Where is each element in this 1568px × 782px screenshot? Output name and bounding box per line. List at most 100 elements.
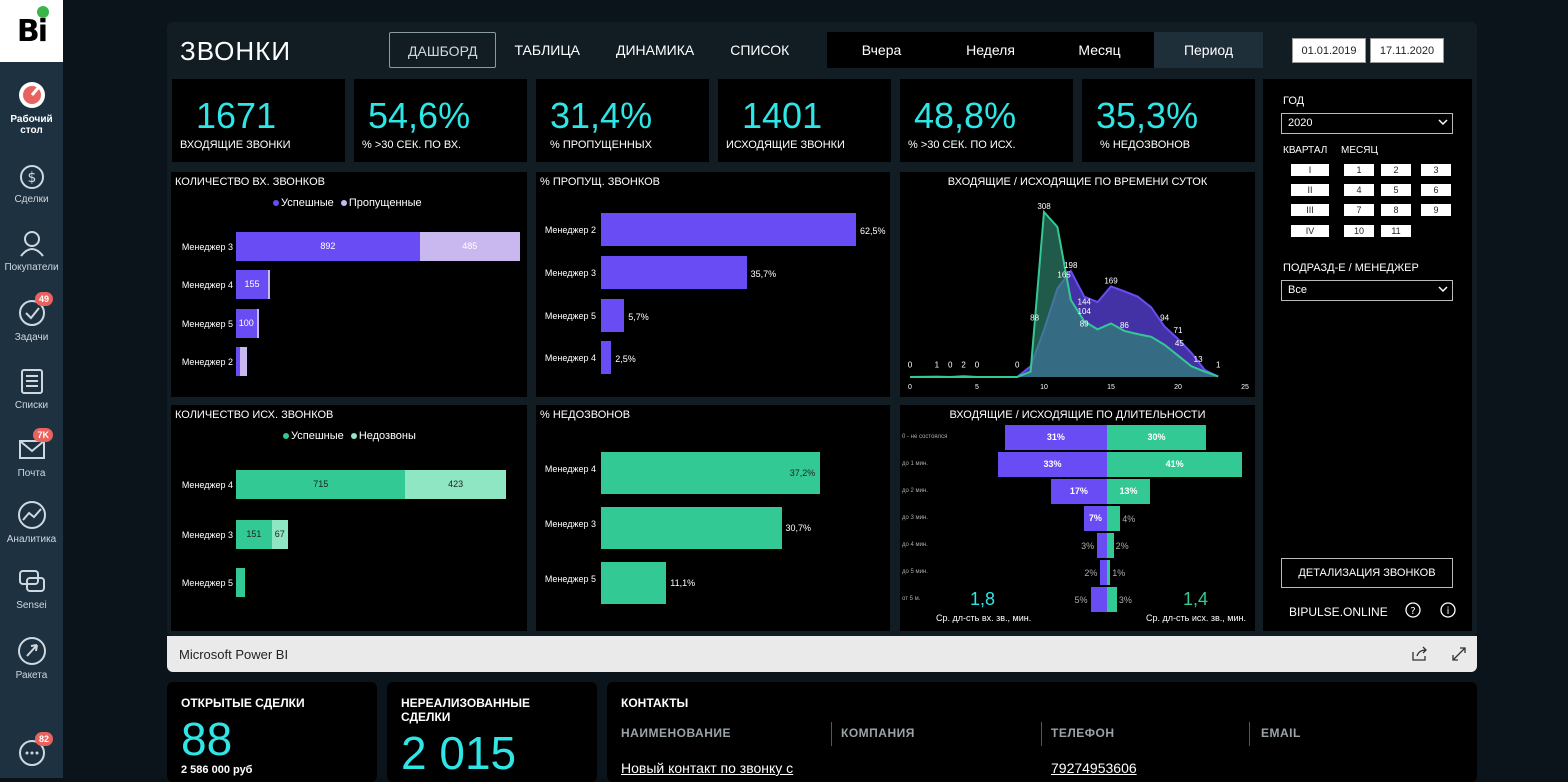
tab-table[interactable]: ТАБЛИЦА [514,42,581,58]
row-label: Менеджер 2 [544,225,596,235]
tasks-badge: 49 [34,292,53,306]
sidebar-item-customers[interactable]: Покупатели [0,228,63,273]
data-label: 1 [1216,361,1221,370]
info-icon[interactable]: i [1440,602,1456,618]
column-header-email[interactable]: EMAIL [1261,726,1301,740]
month-button[interactable]: 9 [1421,204,1451,216]
data-label: 198 [1064,261,1078,270]
sidebar-item-deals[interactable]: $ Сделки [0,160,63,205]
contacts-card: КОНТАКТЫ НАИМЕНОВАНИЕ КОМПАНИЯ ТЕЛЕФОН E… [607,682,1477,782]
column-header-name[interactable]: НАИМЕНОВАНИЕ [621,726,731,740]
unrealized-deals-value: 2 015 [401,727,517,779]
row-label: Менеджер 4 [544,353,596,363]
sidebar-item-analytics[interactable]: Аналитика [0,500,63,545]
bar-outgoing: 13% [1107,479,1150,504]
month-button[interactable]: 11 [1381,225,1411,237]
share-icon[interactable] [1411,646,1429,662]
sidebar-item-desktop[interactable]: Рабочий стол [0,80,63,136]
tab-list[interactable]: СПИСОК [730,42,790,58]
bar-value-label: 37,2% [789,468,816,478]
manager-select[interactable]: Все [1281,280,1453,301]
sidebar: Bi Рабочий стол $ Сделки Покупатели 49 З… [0,0,63,778]
data-label: 71 [1174,326,1183,335]
unrealized-title-line: НЕРЕАЛИЗОВАННЫЕ [401,696,531,710]
bar [601,299,625,332]
open-deals-card[interactable]: ОТКРЫТЫЕ СДЕЛКИ 88 2 586 000 руб [167,682,377,782]
mail-icon [18,440,45,459]
month-button[interactable]: 5 [1381,184,1411,196]
chart-title: КОЛИЧЕСТВО ИСХ. ЗВОНКОВ [175,409,334,421]
chart-title: КОЛИЧЕСТВО ВХ. ЗВОНКОВ [175,176,325,188]
column-header-company[interactable]: КОМПАНИЯ [841,726,915,740]
gear-icon [37,6,49,18]
bar-value-label: 2% [1115,541,1129,551]
quarter-button[interactable]: I [1291,164,1329,176]
sidebar-item-sensei[interactable]: Sensei [0,566,63,611]
bar-segment: 100 [236,309,257,338]
x-tick-label: 20 [1174,384,1182,391]
tab-dynamics[interactable]: ДИНАМИКА [616,42,695,58]
sidebar-item-messages[interactable]: 82 [0,732,63,772]
bar-incoming: 31% [1004,425,1107,450]
sidebar-item-tasks[interactable]: 49 Задачи [0,292,63,343]
data-label: 2 [961,361,966,370]
month-button[interactable]: 10 [1344,225,1374,237]
missed-percent-chart: % ПРОПУЩ. ЗВОНКОВ Менеджер 2 62,5% Менедже… [536,172,890,397]
date-to-field[interactable]: 17.11.2020 [1370,38,1444,63]
sidebar-item-rocket[interactable]: Ракета [0,636,63,681]
help-icon[interactable]: ? [1405,602,1421,618]
data-label: 1 [935,361,940,370]
quarter-button[interactable]: III [1291,204,1329,216]
contact-phone-link[interactable]: 79274953606 [1051,760,1137,776]
sidebar-item-label: Ракета [15,670,48,681]
quarter-button[interactable]: II [1291,184,1329,196]
month-button[interactable]: 3 [1421,164,1451,176]
chart-legend: Успешные Недозвоны [283,430,416,442]
column-divider [1249,722,1250,746]
period-week[interactable]: Неделя [966,42,1015,58]
x-tick-label: 25 [1241,384,1249,391]
kpi-card: 1401 ИСХОДЯЩИЕ ЗВОНКИ [718,79,891,162]
fullscreen-icon[interactable] [1451,646,1467,662]
kpi-card: 54,6% % >30 СЕК. ПО ВХ. [354,79,527,162]
month-button[interactable]: 8 [1381,204,1411,216]
month-button[interactable]: 7 [1344,204,1374,216]
month-button[interactable]: 1 [1344,164,1374,176]
call-details-button[interactable]: ДЕТАЛИЗАЦИЯ ЗВОНКОВ [1281,558,1453,588]
data-label: 0 [948,361,953,370]
row-label: до 5 мин. [902,569,928,575]
year-select[interactable]: 2020 [1281,113,1453,134]
month-button[interactable]: 6 [1421,184,1451,196]
filter-panel: ГОД 2020 КВАРТАЛ МЕСЯЦ I II III IV 1 2 3… [1263,79,1472,631]
month-button[interactable]: 4 [1344,184,1374,196]
chat-bubbles-icon [18,570,45,592]
month-button[interactable]: 2 [1381,164,1411,176]
bar [601,213,856,246]
avg-outgoing-label: Ср. дл-сть исх. зв., мин. [1146,613,1246,623]
app-logo[interactable]: Bi [0,0,63,62]
bar-segment: 715 [236,470,406,499]
svg-text:?: ? [1410,606,1415,617]
row-label: Менеджер 2 [181,357,233,367]
row-label: Менеджер 3 [544,268,596,278]
kpi-value: 48,8% [914,95,1017,136]
data-label: 144 [1078,297,1092,306]
period-month[interactable]: Месяц [1078,42,1121,58]
sidebar-item-lists[interactable]: Списки [0,366,63,411]
column-header-phone[interactable]: ТЕЛЕФОН [1051,726,1115,740]
line-series [910,209,1219,378]
period-yesterday[interactable]: Вчера [861,42,902,58]
year-label: ГОД [1283,95,1305,107]
tab-dashboard[interactable]: ДАШБОРД [389,32,497,68]
date-from-field[interactable]: 01.01.2019 [1292,38,1366,63]
chart-title: ВХОДЯЩИЕ / ИСХОДЯЩИЕ ПО ДЛИТЕЛЬНОСТИ [949,409,1206,421]
row-label: Менеджер 4 [544,464,596,474]
quarter-button[interactable]: IV [1291,225,1329,237]
sidebar-item-mail[interactable]: 7K Почта [0,428,63,479]
legend-label: Пропущенные [348,197,422,209]
period-custom[interactable]: Период [1154,32,1263,68]
unrealized-deals-card[interactable]: НЕРЕАЛИЗОВАННЫЕ СДЕЛКИ 2 015 [387,682,597,782]
contact-name-link[interactable]: Новый контакт по звонку с [621,760,794,776]
sidebar-item-label: Почта [17,468,46,479]
period-selector: Вчера Неделя Месяц Период [827,32,1263,68]
